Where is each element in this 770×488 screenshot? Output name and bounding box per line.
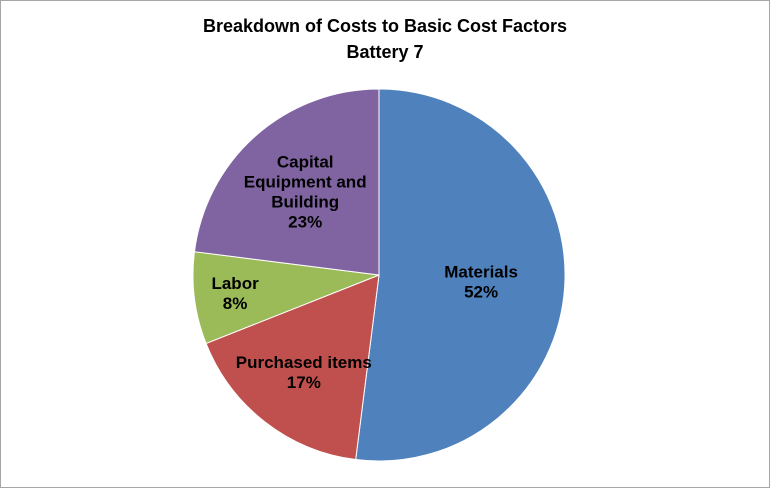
slice-label: Materials 52% — [444, 262, 518, 301]
pie-slices — [192, 88, 566, 462]
slice-category-label: Materials — [444, 262, 518, 281]
chart-title: Breakdown of Costs to Basic Cost Factors — [202, 16, 568, 36]
slice-category-label: Labor — [211, 274, 259, 293]
chart-subtitle: Battery 7 — [346, 42, 424, 62]
slice-percent-label: 23% — [288, 212, 322, 231]
pie-labels: Materials 52% Purchased items 17% Labor 8% Cap… — [211, 152, 517, 392]
slice-category-label: Building — [271, 192, 339, 211]
pie-slice-capital-equipment-and-building — [193, 88, 380, 276]
slice-label: Labor 8% — [211, 274, 259, 313]
pie-slice-purchased-items — [205, 274, 380, 461]
slice-percent-label: 8% — [223, 294, 248, 313]
pie-slice-materials — [355, 88, 566, 462]
slice-category-label: Capital — [277, 152, 334, 171]
slice-category-label: Purchased items — [236, 353, 372, 372]
slice-percent-label: 17% — [287, 373, 321, 392]
chart-title-block: Breakdown of Costs to Basic Cost Factors… — [1, 13, 769, 65]
slice-label: Purchased items 17% — [236, 353, 372, 392]
slice-label: Capital Equipment and Building 23% — [244, 152, 367, 231]
slice-percent-label: 52% — [464, 282, 498, 301]
pie-slice-labor — [192, 251, 380, 345]
slice-category-label: Equipment and — [244, 172, 367, 191]
